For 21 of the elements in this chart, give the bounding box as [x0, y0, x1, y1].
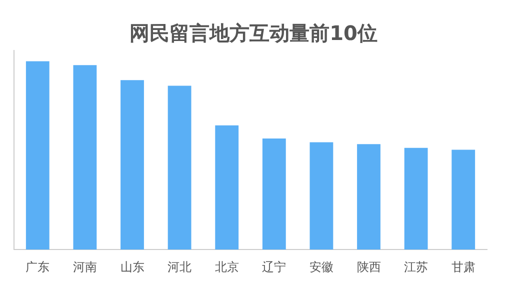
bar — [215, 125, 239, 250]
bar — [310, 142, 334, 250]
bar — [168, 86, 192, 250]
x-tick-label: 陕西 — [356, 260, 381, 274]
bar — [452, 150, 476, 250]
bar — [404, 148, 428, 250]
bar — [120, 80, 144, 250]
x-tick-label: 山东 — [120, 260, 144, 274]
x-tick-label: 江苏 — [404, 260, 428, 274]
x-tick-label: 广东 — [26, 260, 50, 274]
x-tick-label: 北京 — [214, 260, 239, 274]
x-tick-label: 安徽 — [309, 260, 334, 274]
chart-title: 网民留言地方互动量前10位 — [128, 20, 378, 47]
x-tick-label: 辽宁 — [262, 260, 286, 274]
x-tick-label: 河南 — [72, 260, 97, 274]
bar — [357, 144, 380, 250]
x-tick-label: 河北 — [168, 260, 192, 274]
bar — [26, 61, 50, 250]
bar — [262, 138, 286, 250]
bar — [73, 65, 97, 250]
x-tick-label: 甘肃 — [451, 260, 476, 274]
